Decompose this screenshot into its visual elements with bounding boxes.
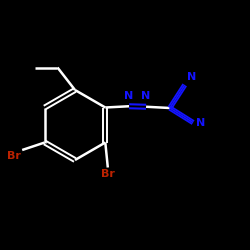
Text: Br: Br xyxy=(7,151,21,161)
Text: Br: Br xyxy=(101,169,115,179)
Text: N: N xyxy=(187,72,196,83)
Text: N: N xyxy=(196,118,205,128)
Text: N: N xyxy=(124,91,134,101)
Text: N: N xyxy=(142,91,151,101)
